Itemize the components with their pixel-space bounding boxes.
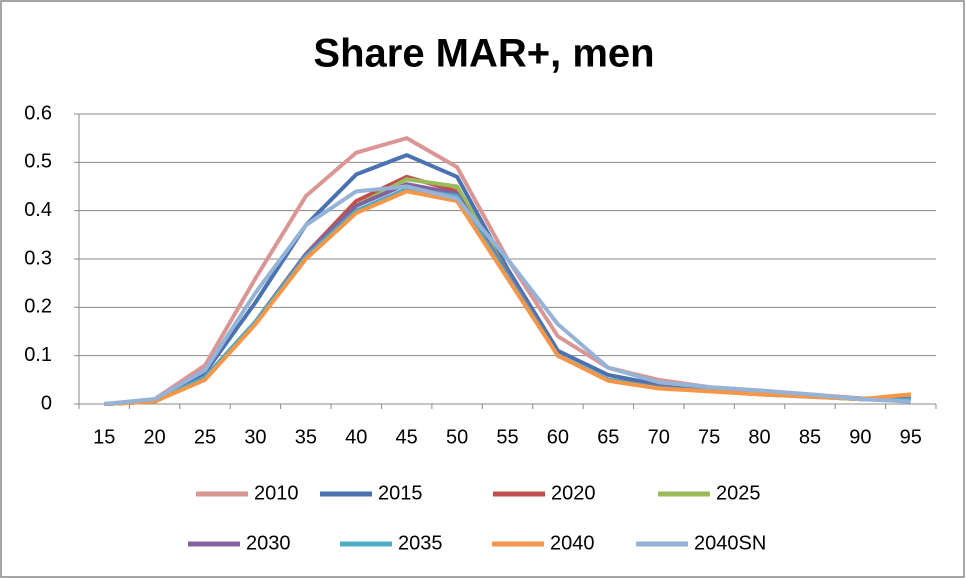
legend-label: 2020 <box>551 482 596 504</box>
legend-label: 2035 <box>398 532 443 554</box>
x-tick-label: 55 <box>496 426 518 448</box>
legend-label: 2040SN <box>694 532 766 554</box>
x-tick-label: 20 <box>143 426 165 448</box>
series-line <box>104 189 911 406</box>
legend-label: 2015 <box>378 482 423 504</box>
y-tick-label: 0.3 <box>24 247 52 269</box>
x-tick-label: 90 <box>849 426 871 448</box>
legend-label: 2040 <box>550 532 595 554</box>
x-tick-label: 45 <box>396 426 418 448</box>
series-line <box>104 184 911 406</box>
x-tick-label: 70 <box>648 426 670 448</box>
y-tick-label: 0 <box>41 392 52 414</box>
x-tick-label: 60 <box>547 426 569 448</box>
x-tick-label: 25 <box>194 426 216 448</box>
chart-title: Share MAR+, men <box>313 32 654 76</box>
y-tick-label: 0.2 <box>24 296 52 318</box>
x-tick-label: 40 <box>345 426 367 448</box>
y-tick-label: 0.6 <box>24 102 52 124</box>
x-tick-label: 50 <box>446 426 468 448</box>
x-tick-label: 75 <box>698 426 720 448</box>
y-tick-label: 0.5 <box>24 151 52 173</box>
x-tick-label: 15 <box>93 426 115 448</box>
x-tick-label: 35 <box>295 426 317 448</box>
x-tick-label: 65 <box>597 426 619 448</box>
y-tick-label: 0.4 <box>24 199 52 221</box>
y-tick-label: 0.1 <box>24 344 52 366</box>
x-tick-label: 80 <box>748 426 770 448</box>
x-tick-label: 85 <box>799 426 821 448</box>
legend-label: 2030 <box>246 532 291 554</box>
legend-label: 2025 <box>716 482 761 504</box>
x-tick-label: 30 <box>244 426 266 448</box>
x-tick-label: 95 <box>900 426 922 448</box>
legend-label: 2010 <box>254 482 299 504</box>
